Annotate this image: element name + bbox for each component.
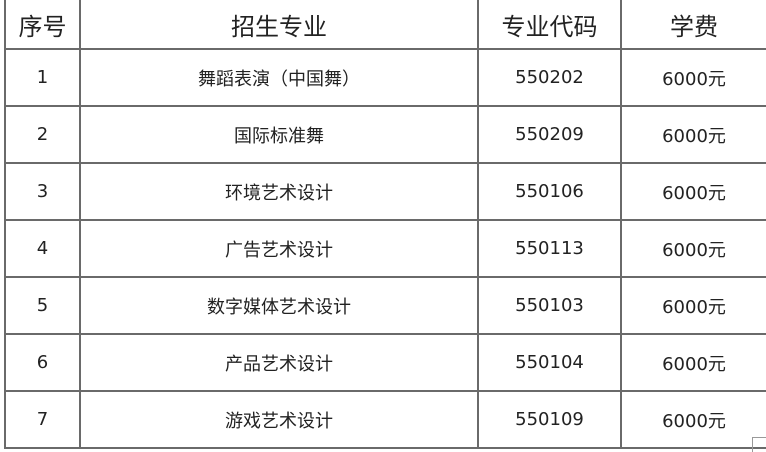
header-tuition: 学费: [620, 0, 766, 50]
cell-tuition: 6000元: [620, 390, 766, 449]
cell-tuition: 6000元: [620, 162, 766, 221]
cell-major: 游戏艺术设计: [79, 390, 479, 449]
header-major: 招生专业: [79, 0, 479, 50]
cell-major: 舞蹈表演（中国舞）: [79, 48, 479, 107]
cell-tuition: 6000元: [620, 219, 766, 278]
cell-major: 广告艺术设计: [79, 219, 479, 278]
cell-index: 6: [4, 333, 81, 392]
cell-code: 550103: [477, 276, 622, 335]
cell-index: 4: [4, 219, 81, 278]
cell-code: 550202: [477, 48, 622, 107]
cell-major: 环境艺术设计: [79, 162, 479, 221]
table-row: 4 广告艺术设计 550113 6000元: [4, 219, 766, 278]
cell-tuition: 6000元: [620, 276, 766, 335]
table-row: 5 数字媒体艺术设计 550103 6000元: [4, 276, 766, 335]
cell-index: 3: [4, 162, 81, 221]
cell-code: 550113: [477, 219, 622, 278]
header-row: 序号 招生专业 专业代码 学费: [4, 0, 766, 50]
cell-code: 550209: [477, 105, 622, 164]
cell-tuition: 6000元: [620, 105, 766, 164]
table-row: 1 舞蹈表演（中国舞） 550202 6000元: [4, 48, 766, 107]
cell-index: 2: [4, 105, 81, 164]
header-index: 序号: [4, 0, 81, 50]
cell-major: 数字媒体艺术设计: [79, 276, 479, 335]
cell-index: 5: [4, 276, 81, 335]
cell-tuition: 6000元: [620, 333, 766, 392]
corner-mark: [752, 437, 766, 452]
cell-code: 550104: [477, 333, 622, 392]
cell-tuition: 6000元: [620, 48, 766, 107]
cell-index: 7: [4, 390, 81, 449]
table-row: 7 游戏艺术设计 550109 6000元: [4, 390, 766, 449]
header-code: 专业代码: [477, 0, 622, 50]
cell-major: 产品艺术设计: [79, 333, 479, 392]
table-row: 2 国际标准舞 550209 6000元: [4, 105, 766, 164]
enrollment-table: 序号 招生专业 专业代码 学费 1 舞蹈表演（中国舞） 550202 6000元 2 国际…: [4, 0, 766, 449]
table-row: 6 产品艺术设计 550104 6000元: [4, 333, 766, 392]
cell-major: 国际标准舞: [79, 105, 479, 164]
cell-index: 1: [4, 48, 81, 107]
cell-code: 550109: [477, 390, 622, 449]
cell-code: 550106: [477, 162, 622, 221]
table-row: 3 环境艺术设计 550106 6000元: [4, 162, 766, 221]
